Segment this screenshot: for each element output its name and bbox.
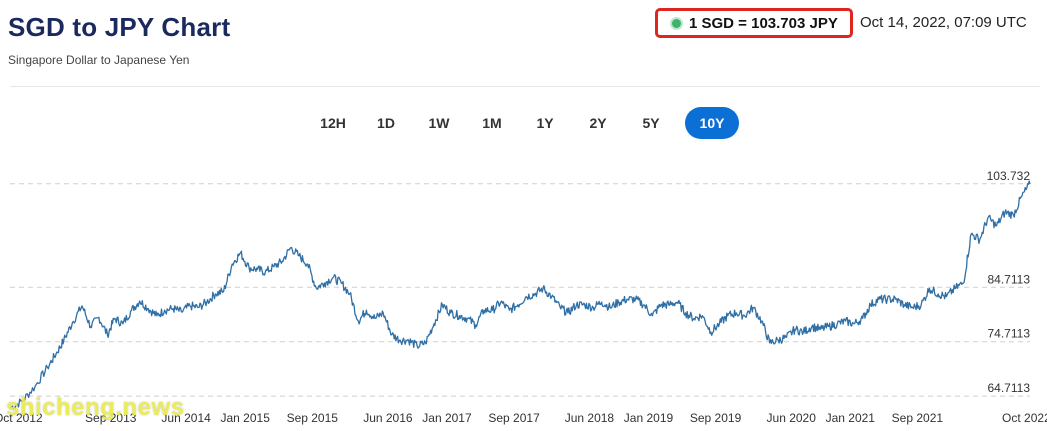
range-tab-1w[interactable]: 1W [428,115,450,131]
range-selector: 12H 1D 1W 1M 1Y 2Y 5Y 10Y [308,106,742,140]
x-tick-label: Jan 2021 [826,411,876,425]
x-tick-label: Jun 2020 [767,411,817,425]
watermark-text: shicheng.news [6,394,185,421]
range-tab-2y[interactable]: 2Y [589,115,607,131]
x-tick-label: Sep 2015 [287,411,339,425]
x-tick-label: Jan 2017 [422,411,472,425]
exchange-rate-chart[interactable]: 64.7113 74.7113 84.7113 103.732 Oct 2012 Sep… [0,160,1047,431]
range-tab-10y[interactable]: 10Y [685,107,739,139]
range-tab-1d[interactable]: 1D [377,115,395,131]
page-subtitle: Singapore Dollar to Japanese Yen [8,53,190,67]
range-tab-5y[interactable]: 5Y [642,115,660,131]
header-divider [10,86,1040,87]
range-tab-1y[interactable]: 1Y [536,115,554,131]
page-title: SGD to JPY Chart [8,12,231,42]
x-tick-label: Jan 2019 [624,411,674,425]
current-rate-badge: 1 SGD = 103.703 JPY [655,8,853,38]
rate-timestamp: Oct 14, 2022, 07:09 UTC [860,14,1027,31]
y-tick-label: 64.7113 [988,381,1031,395]
series-line [9,180,1031,411]
y-tick-label: 84.7113 [988,272,1031,286]
chart-gridlines [10,183,1030,397]
y-axis-tick-labels: 64.7113 74.7113 84.7113 103.732 [987,169,1031,395]
range-tab-12h[interactable]: 12H [320,115,346,131]
y-tick-label: 103.732 [987,169,1031,183]
x-tick-label: Sep 2021 [892,411,944,425]
x-tick-label: Sep 2013 [85,411,137,425]
x-tick-label: Jan 2015 [220,411,270,425]
x-tick-label: Oct 2012 [0,411,43,425]
x-tick-label: Sep 2019 [690,411,742,425]
x-tick-label: Sep 2017 [488,411,540,425]
x-tick-label: Oct 2022 [1002,411,1047,425]
x-tick-label: Jun 2014 [161,411,211,425]
y-tick-label: 74.7113 [988,327,1031,341]
x-tick-label: Jun 2018 [565,411,615,425]
x-tick-label: Jun 2016 [363,411,413,425]
current-rate-text: 1 SGD = 103.703 JPY [689,14,838,32]
range-tab-1m[interactable]: 1M [482,115,502,131]
live-indicator-icon [672,18,681,28]
x-axis-tick-labels: Oct 2012 Sep 2013 Jun 2014 Jan 2015 Sep 2015… [0,411,1047,425]
